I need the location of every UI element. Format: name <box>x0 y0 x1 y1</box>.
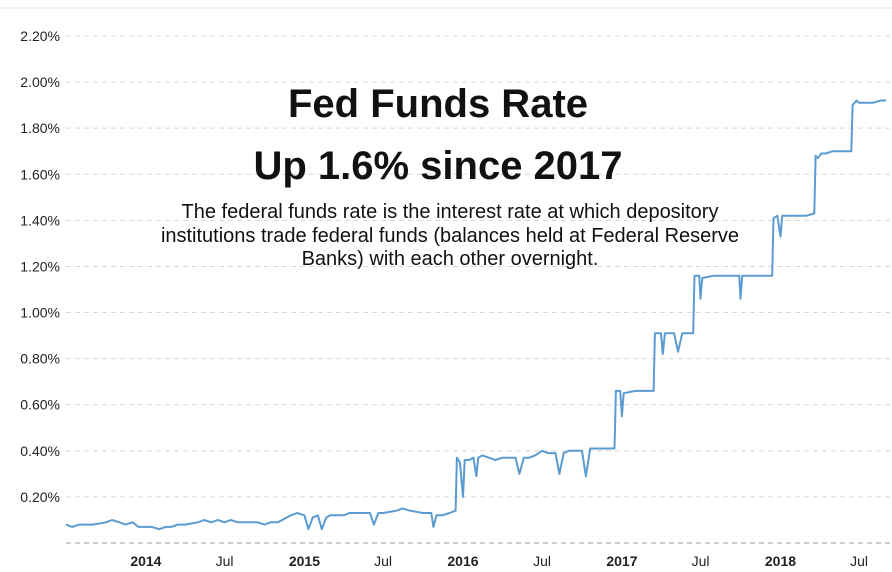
x-tick-label: Jul <box>692 553 710 569</box>
x-tick-label: 2018 <box>765 553 796 569</box>
chart-subtitle: Up 1.6% since 2017 <box>253 144 623 188</box>
y-tick-label: 0.20% <box>20 489 60 505</box>
y-tick-label: 1.80% <box>20 120 60 136</box>
y-tick-label: 2.00% <box>20 74 60 90</box>
x-tick-label: Jul <box>374 553 392 569</box>
y-tick-label: 1.20% <box>20 258 60 274</box>
gridlines <box>66 35 892 498</box>
chart-description: The federal funds rate is the interest r… <box>160 201 740 271</box>
x-tick-label: 2017 <box>606 553 637 569</box>
chart-title: Fed Funds Rate <box>287 82 589 126</box>
series-line <box>65 99 886 531</box>
y-tick-label: 2.20% <box>20 28 60 44</box>
x-tick-label: 2014 <box>130 553 161 569</box>
x-tick-label: 2015 <box>289 553 320 569</box>
x-tick-label: Jul <box>533 553 551 569</box>
x-axis-ticks: 2014 Jul 2015 Jul 2016 Jul 2017 Jul 2018 Jul <box>130 553 868 569</box>
y-tick-label: 1.00% <box>20 305 60 321</box>
y-tick-label: 1.60% <box>20 166 60 182</box>
y-tick-label: 1.40% <box>20 212 60 228</box>
series-layer <box>65 99 886 531</box>
y-tick-label: 0.40% <box>20 443 60 459</box>
x-tick-label: Jul <box>850 553 868 569</box>
y-tick-label: 0.60% <box>20 397 60 413</box>
x-tick-label: 2016 <box>447 553 478 569</box>
y-tick-label: 0.80% <box>20 351 60 367</box>
y-axis-ticks: 0.20% 0.40% 0.60% 0.80% 1.00% 1.20% 1.40% 1.60%… <box>20 28 60 505</box>
x-tick-label: Jul <box>216 553 234 569</box>
